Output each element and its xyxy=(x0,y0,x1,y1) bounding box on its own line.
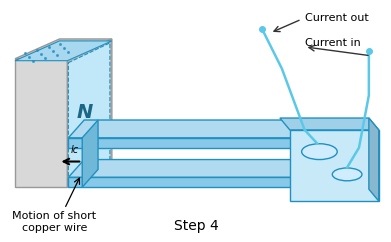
Polygon shape xyxy=(15,41,112,61)
Polygon shape xyxy=(15,39,112,59)
Text: N: N xyxy=(77,103,93,121)
Polygon shape xyxy=(68,159,308,177)
Text: Motion of short
copper wire: Motion of short copper wire xyxy=(13,211,97,233)
Text: lc: lc xyxy=(70,145,78,155)
Polygon shape xyxy=(67,39,112,187)
Polygon shape xyxy=(369,118,379,201)
Polygon shape xyxy=(15,59,67,187)
Text: Current in: Current in xyxy=(305,38,361,48)
Polygon shape xyxy=(290,130,379,201)
Polygon shape xyxy=(68,177,292,187)
Ellipse shape xyxy=(301,144,337,159)
Polygon shape xyxy=(68,138,292,148)
Text: Current out: Current out xyxy=(305,13,368,23)
Polygon shape xyxy=(68,120,308,138)
Ellipse shape xyxy=(332,168,362,181)
Polygon shape xyxy=(280,118,379,130)
Text: Step 4: Step 4 xyxy=(174,219,218,233)
Polygon shape xyxy=(82,120,98,187)
Polygon shape xyxy=(68,43,110,185)
